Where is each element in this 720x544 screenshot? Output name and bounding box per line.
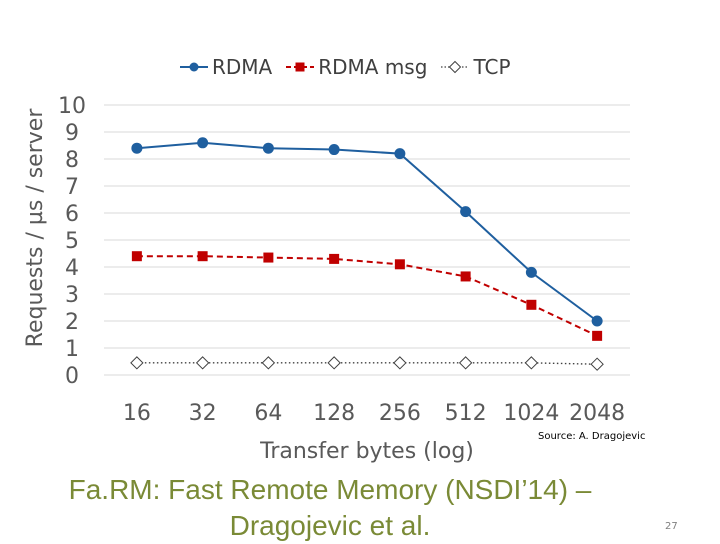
data-point-rdma-msg [131, 251, 142, 262]
page-number: 27 [665, 521, 678, 532]
y-tick-label: 2 [65, 310, 79, 335]
x-tick-label: 32 [189, 401, 217, 426]
data-point-rdma-msg [526, 299, 537, 310]
data-point-rdma-msg [394, 259, 405, 270]
x-tick-label: 1024 [503, 401, 559, 426]
data-point-tcp [130, 356, 144, 370]
y-tick-label: 7 [65, 175, 79, 200]
source-note: Source: A. Dragojevic [538, 431, 646, 442]
line-circle-marker-icon [180, 62, 208, 72]
legend-item-rdma-msg: RDMA msg [286, 55, 427, 79]
data-point-rdma-msg [329, 253, 340, 264]
data-point-tcp [393, 356, 407, 370]
legend-label: RDMA [212, 55, 273, 79]
legend-label: RDMA msg [318, 55, 428, 79]
y-tick-label: 3 [65, 283, 79, 308]
y-tick-label: 1 [65, 337, 79, 362]
data-point-tcp [195, 356, 210, 370]
dotted-line-diamond-marker-icon [441, 60, 470, 74]
x-axis-label: Transfer bytes (log) [259, 439, 474, 464]
slide-title: Fa.RM: Fast Remote Memory (NSDI’14) – Dr… [68, 474, 592, 541]
y-tick-label: 5 [65, 229, 79, 254]
data-point-rdma [525, 266, 537, 278]
data-point-tcp [458, 356, 473, 370]
y-axis-label: Requests / µs / server [23, 108, 48, 348]
y-tick-label: 10 [58, 94, 86, 119]
y-tick-label: 9 [65, 121, 79, 146]
legend-item-tcp: TCP [441, 55, 511, 79]
x-tick-label: 256 [379, 401, 421, 426]
y-tick-label: 6 [65, 202, 79, 227]
data-point-tcp [327, 356, 341, 370]
y-tick-label: 8 [65, 148, 79, 173]
data-point-rdma [591, 315, 603, 327]
series-line-rdma [136, 141, 598, 322]
series-line-tcp [136, 362, 598, 365]
x-tick-label: 16 [123, 401, 151, 426]
dashed-line-square-marker-icon [286, 62, 315, 72]
data-point-tcp [261, 356, 276, 370]
legend-label: TCP [473, 55, 511, 79]
x-tick-label: 128 [313, 401, 355, 426]
chart-legend: RDMA RDMA msg TCP [180, 52, 511, 82]
data-point-rdma-msg [592, 330, 603, 341]
data-point-tcp [524, 356, 539, 370]
data-point-rdma-msg [263, 252, 274, 263]
data-point-rdma [394, 148, 406, 160]
x-tick-label: 2048 [569, 401, 625, 426]
x-tick-label: 64 [254, 401, 282, 426]
data-point-rdma [197, 137, 209, 149]
legend-item-rdma: RDMA [180, 55, 272, 79]
x-tick-label: 512 [445, 401, 487, 426]
data-point-rdma [131, 142, 143, 154]
data-point-tcp [590, 357, 604, 371]
y-tick-label: 0 [65, 364, 79, 389]
series-line-rdma-msg [136, 255, 598, 337]
data-point-rdma-msg [197, 251, 208, 262]
data-point-rdma [262, 142, 274, 154]
data-point-rdma [328, 144, 340, 156]
y-tick-label: 4 [65, 256, 79, 281]
data-point-rdma [460, 206, 472, 218]
data-point-rdma-msg [460, 271, 471, 282]
